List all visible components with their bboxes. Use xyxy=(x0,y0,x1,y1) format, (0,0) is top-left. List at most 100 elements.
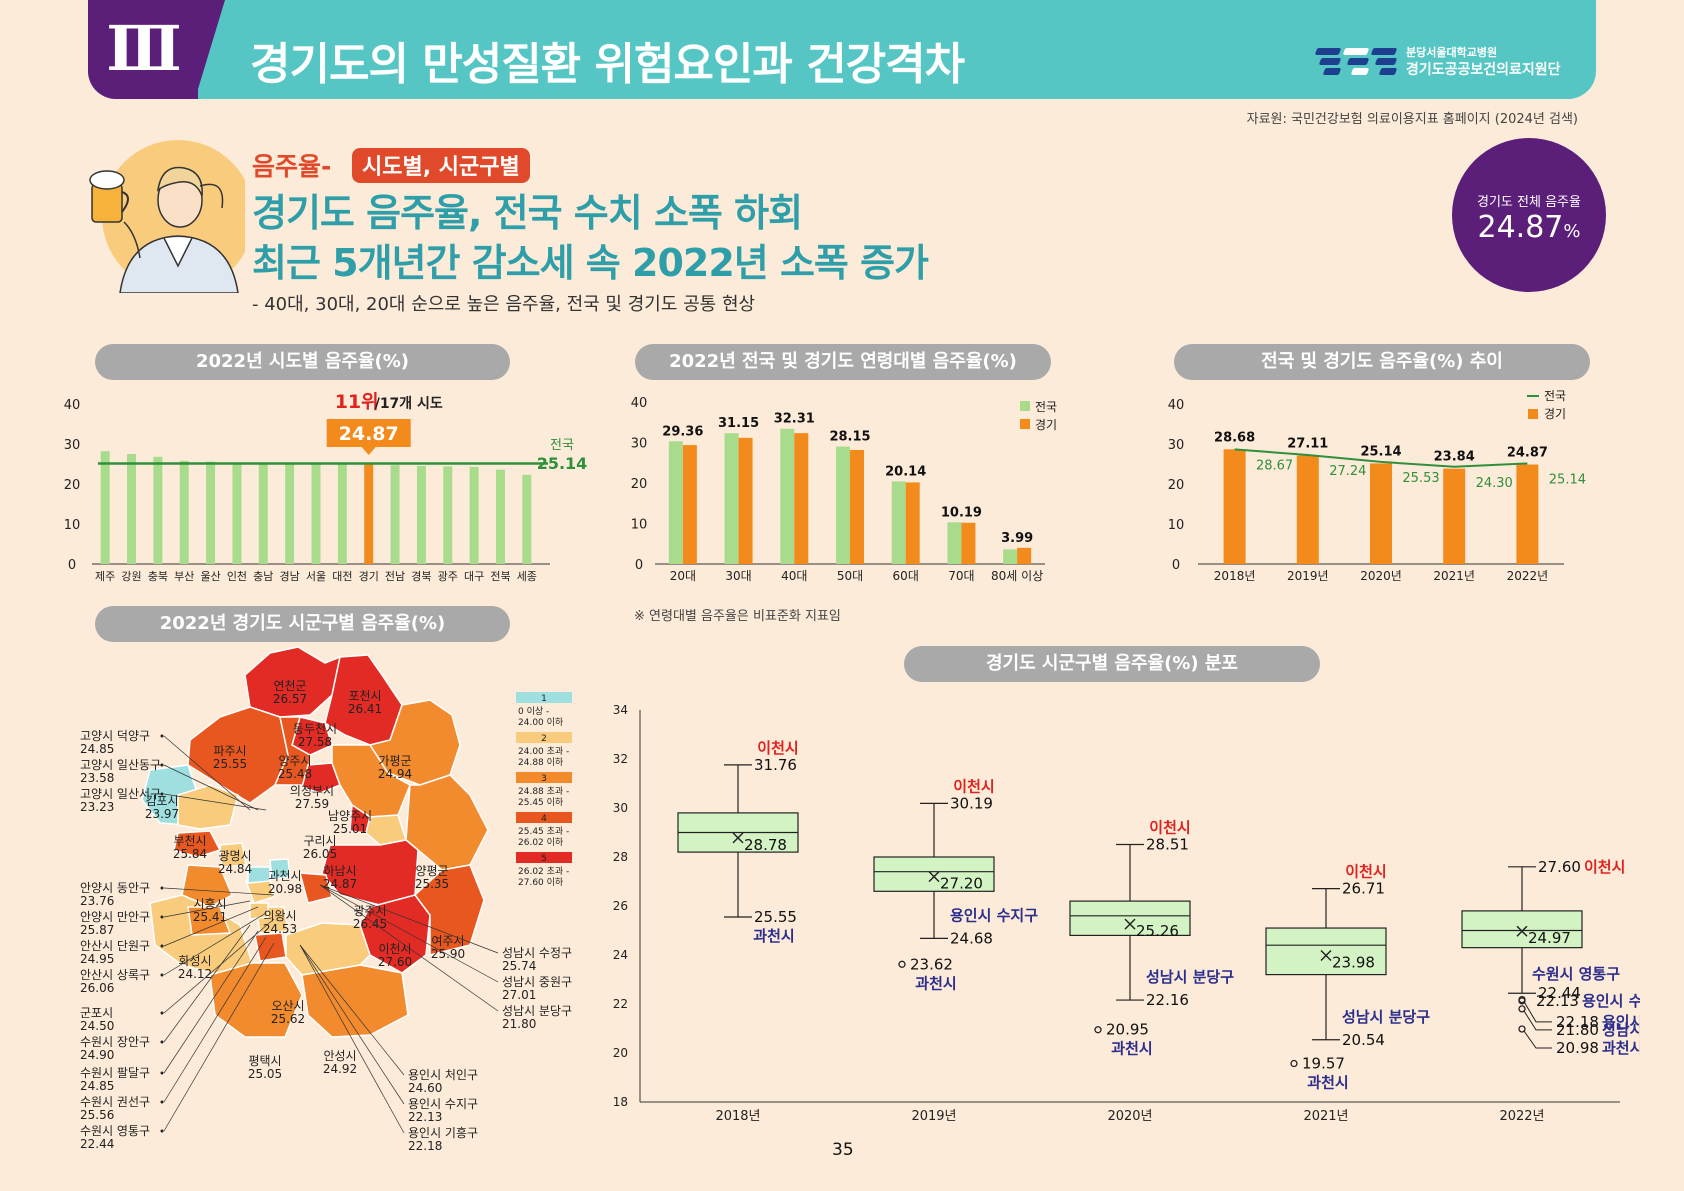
x-tick-label: 경남 xyxy=(280,570,300,583)
map-region-시흥시 xyxy=(181,864,233,908)
outlier-leader xyxy=(1523,1030,1552,1049)
min-region-name: 과천시 xyxy=(753,927,794,945)
sido-bar-chart: 0 10 20 30 40 제주 강원 충북 부산 울산 인천 충남 경남 서울 대전 경기 전남 경북 광주 대구 전… xyxy=(64,391,588,583)
region-name: 의정부시 xyxy=(290,784,334,798)
callout-name: 안양시 만안구 xyxy=(80,910,150,924)
callout-name: 용인시 처인구 xyxy=(408,1068,478,1082)
x-tick-label: 충북 xyxy=(148,570,168,583)
bar-광주 xyxy=(443,466,453,564)
region-name: 여주시 xyxy=(431,934,464,948)
callout-leader xyxy=(163,793,267,811)
data-label: 31.15 xyxy=(718,416,759,431)
bar-서울 xyxy=(311,463,321,564)
data-label: 20.14 xyxy=(885,464,926,479)
bar-대전 xyxy=(337,464,347,564)
outlier-point xyxy=(1518,995,1526,1004)
region-name: 시흥시 xyxy=(193,897,226,911)
region-name: 오산시 xyxy=(271,999,304,1013)
legend-range-to: 25.45 이하 xyxy=(518,797,564,808)
mean-label: 24.97 xyxy=(1528,929,1571,947)
legend-swatch-gyeonggi xyxy=(1528,409,1538,419)
highlight-pointer xyxy=(361,447,376,455)
bar-경기-60대 xyxy=(905,482,920,564)
callout-leader xyxy=(163,906,259,947)
x-tick-label: 2022년 xyxy=(1499,1109,1544,1124)
region-value: 27.59 xyxy=(295,797,329,811)
map-title: 2022년 경기도 시군구별 음주율(%) xyxy=(95,606,510,642)
callout-name: 고양시 일산서구 xyxy=(80,787,161,801)
callout-dot xyxy=(160,734,164,738)
headline-1: 경기도 음주율, 전국 수치 소폭 하회 xyxy=(252,191,803,235)
max-label: 27.60 xyxy=(1538,858,1581,876)
outlier-point xyxy=(1518,1005,1526,1013)
region-value: 25.62 xyxy=(271,1012,305,1026)
mean-marker xyxy=(928,871,940,883)
callout-dot xyxy=(160,792,164,796)
region-name: 파주시 xyxy=(213,744,246,758)
callout-leader xyxy=(319,884,499,1012)
min-region-name: 수원시 영통구 xyxy=(1532,965,1620,983)
min-region-name: 성남시 분당구 xyxy=(1342,1008,1430,1026)
bar-세종 xyxy=(522,474,532,564)
callout-value: 24.60 xyxy=(408,1081,442,1095)
y-tick-label: 32 xyxy=(613,752,628,766)
callout-dot xyxy=(160,1040,164,1044)
bar-경기-20대 xyxy=(682,445,697,564)
callout-dot xyxy=(160,886,164,890)
max-region-name: 이천시 xyxy=(757,739,798,757)
y-tick-label: 10 xyxy=(631,518,648,533)
national-data-label: 28.67 xyxy=(1256,458,1293,473)
callout-value: 25.87 xyxy=(80,923,114,937)
callout-leader xyxy=(163,930,259,1074)
max-region-name: 이천시 xyxy=(953,777,994,795)
bar-경기-2018년 xyxy=(1223,449,1246,564)
bar-경기 xyxy=(364,464,374,564)
callout-dot xyxy=(160,763,164,767)
min-label: 22.44 xyxy=(1538,984,1581,1002)
mean-marker xyxy=(1320,949,1332,962)
min-region-name: 용인시 수지구 xyxy=(950,906,1038,924)
region-name: 양주시 xyxy=(278,754,311,768)
callout-value: 23.76 xyxy=(80,894,114,908)
national-data-label: 24.30 xyxy=(1476,476,1513,491)
box-iqr xyxy=(873,856,995,892)
box-plot-chart: 18 20 22 24 26 28 30 32 34 2018년 2019년 2020년 2021년 20… xyxy=(613,703,1640,1124)
region-name: 남양주시 xyxy=(328,809,372,823)
legend-label: 전국 xyxy=(1035,400,1057,414)
bar-전국-20대 xyxy=(668,441,683,564)
region-value: 24.92 xyxy=(323,1062,357,1076)
bar-전국-50대 xyxy=(836,446,850,564)
trend-chart-title: 전국 및 경기도 음주율(%) 추이 xyxy=(1174,344,1590,380)
region-value: 25.90 xyxy=(431,947,465,961)
topic-tag: 시도별, 시군구별 xyxy=(352,148,530,183)
bar-전국-70대 xyxy=(947,522,962,564)
max-region-name: 이천시 xyxy=(1584,858,1625,876)
bar-전국-60대 xyxy=(891,481,906,564)
x-tick-label: 세종 xyxy=(517,570,537,583)
box-iqr xyxy=(1069,900,1191,937)
bar-전남 xyxy=(390,465,400,564)
bar-경북 xyxy=(416,466,426,564)
mean-marker xyxy=(732,832,744,844)
callout-value: 24.85 xyxy=(80,742,114,756)
callout-value: 23.58 xyxy=(80,771,114,785)
callout-dot xyxy=(160,973,164,977)
rank-suffix: /17개 시도 xyxy=(375,396,443,412)
callout-leader xyxy=(163,900,251,918)
callout-leader xyxy=(299,944,405,1105)
legend-tier-number: 3 xyxy=(541,774,547,784)
min-label: 24.68 xyxy=(950,929,993,947)
legend-swatch-tier-5 xyxy=(516,852,572,863)
region-name: 의왕시 xyxy=(263,909,296,923)
max-label: 30.19 xyxy=(950,794,993,812)
legend-range-to: 24.00 이하 xyxy=(518,717,564,728)
legend-range-from: 24.88 초과 - xyxy=(518,786,569,797)
legend-tier-number: 5 xyxy=(541,854,547,864)
mean-marker xyxy=(1516,925,1528,937)
national-data-label: 25.53 xyxy=(1402,471,1439,486)
y-tick-label: 20 xyxy=(631,477,648,492)
callout-dot xyxy=(160,1100,164,1104)
region-name: 하남시 xyxy=(323,864,356,878)
callout-value: 27.01 xyxy=(502,988,536,1002)
